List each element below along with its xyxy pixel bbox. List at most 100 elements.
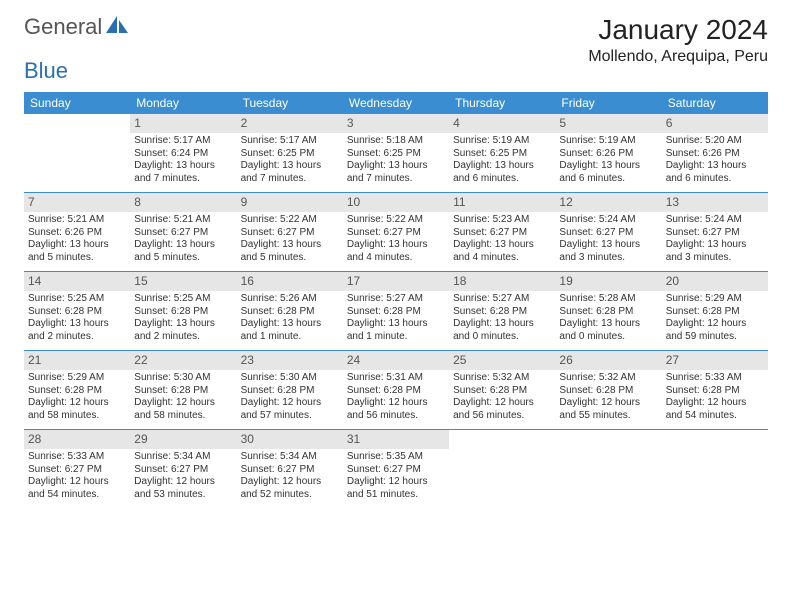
daylight-line: Daylight: 13 hours and 1 minute. [241, 318, 339, 343]
daylight-line: Daylight: 13 hours and 6 minutes. [453, 160, 551, 185]
day-number: 6 [662, 114, 768, 133]
day-number: 4 [449, 114, 555, 133]
day-number: 14 [24, 272, 130, 291]
day-number: 15 [130, 272, 236, 291]
week-row: .1Sunrise: 5:17 AMSunset: 6:24 PMDayligh… [24, 114, 768, 192]
day-cell: 23Sunrise: 5:30 AMSunset: 6:28 PMDayligh… [237, 351, 343, 429]
day-number: 18 [449, 272, 555, 291]
sunrise-line: Sunrise: 5:19 AM [453, 135, 551, 148]
daylight-line: Daylight: 13 hours and 2 minutes. [134, 318, 232, 343]
sunrise-line: Sunrise: 5:24 AM [666, 214, 764, 227]
daylight-line: Daylight: 13 hours and 3 minutes. [559, 239, 657, 264]
sunrise-line: Sunrise: 5:30 AM [134, 372, 232, 385]
daylight-line: Daylight: 13 hours and 0 minutes. [453, 318, 551, 343]
sunset-line: Sunset: 6:28 PM [453, 385, 551, 398]
day-cell: 19Sunrise: 5:28 AMSunset: 6:28 PMDayligh… [555, 272, 661, 350]
sunrise-line: Sunrise: 5:32 AM [453, 372, 551, 385]
day-number: 9 [237, 193, 343, 212]
dayname-cell: Monday [130, 92, 236, 114]
sunrise-line: Sunrise: 5:24 AM [559, 214, 657, 227]
daylight-line: Daylight: 13 hours and 5 minutes. [28, 239, 126, 264]
daylight-line: Daylight: 12 hours and 58 minutes. [134, 397, 232, 422]
sunrise-line: Sunrise: 5:29 AM [28, 372, 126, 385]
day-cell: 28Sunrise: 5:33 AMSunset: 6:27 PMDayligh… [24, 430, 130, 508]
day-number: 22 [130, 351, 236, 370]
dayname-cell: Wednesday [343, 92, 449, 114]
daylight-line: Daylight: 13 hours and 6 minutes. [666, 160, 764, 185]
sunset-line: Sunset: 6:26 PM [559, 148, 657, 161]
day-cell: 12Sunrise: 5:24 AMSunset: 6:27 PMDayligh… [555, 193, 661, 271]
daylight-line: Daylight: 12 hours and 57 minutes. [241, 397, 339, 422]
day-cell: 5Sunrise: 5:19 AMSunset: 6:26 PMDaylight… [555, 114, 661, 192]
day-number: 12 [555, 193, 661, 212]
day-number: 30 [237, 430, 343, 449]
sunrise-line: Sunrise: 5:33 AM [28, 451, 126, 464]
day-cell: 27Sunrise: 5:33 AMSunset: 6:28 PMDayligh… [662, 351, 768, 429]
sunset-line: Sunset: 6:25 PM [453, 148, 551, 161]
sunset-line: Sunset: 6:28 PM [347, 385, 445, 398]
daylight-line: Daylight: 12 hours and 54 minutes. [666, 397, 764, 422]
day-number: 19 [555, 272, 661, 291]
day-cell: 18Sunrise: 5:27 AMSunset: 6:28 PMDayligh… [449, 272, 555, 350]
daylight-line: Daylight: 12 hours and 59 minutes. [666, 318, 764, 343]
day-number: 26 [555, 351, 661, 370]
day-number: 25 [449, 351, 555, 370]
daylight-line: Daylight: 12 hours and 58 minutes. [28, 397, 126, 422]
sunset-line: Sunset: 6:28 PM [241, 385, 339, 398]
sunset-line: Sunset: 6:27 PM [134, 464, 232, 477]
week-row: 21Sunrise: 5:29 AMSunset: 6:28 PMDayligh… [24, 350, 768, 429]
daylight-line: Daylight: 12 hours and 51 minutes. [347, 476, 445, 501]
day-cell: 30Sunrise: 5:34 AMSunset: 6:27 PMDayligh… [237, 430, 343, 508]
daylight-line: Daylight: 13 hours and 7 minutes. [241, 160, 339, 185]
day-cell: 3Sunrise: 5:18 AMSunset: 6:25 PMDaylight… [343, 114, 449, 192]
sunrise-line: Sunrise: 5:33 AM [666, 372, 764, 385]
day-cell: 25Sunrise: 5:32 AMSunset: 6:28 PMDayligh… [449, 351, 555, 429]
weeks-container: .1Sunrise: 5:17 AMSunset: 6:24 PMDayligh… [24, 114, 768, 508]
week-row: 28Sunrise: 5:33 AMSunset: 6:27 PMDayligh… [24, 429, 768, 508]
daylight-line: Daylight: 13 hours and 5 minutes. [134, 239, 232, 264]
day-cell: 7Sunrise: 5:21 AMSunset: 6:26 PMDaylight… [24, 193, 130, 271]
day-cell: 4 Sunrise: 5:19 AMSunset: 6:25 PMDaylight… [449, 114, 555, 192]
day-number: 29 [130, 430, 236, 449]
daylight-line: Daylight: 13 hours and 7 minutes. [347, 160, 445, 185]
day-cell: 2Sunrise: 5:17 AMSunset: 6:25 PMDaylight… [237, 114, 343, 192]
sunset-line: Sunset: 6:28 PM [559, 306, 657, 319]
dayname-cell: Tuesday [237, 92, 343, 114]
sunset-line: Sunset: 6:28 PM [28, 306, 126, 319]
day-number: 7 [24, 193, 130, 212]
daylight-line: Daylight: 12 hours and 56 minutes. [347, 397, 445, 422]
day-cell: 6 Sunrise: 5:20 AMSunset: 6:26 PMDaylight… [662, 114, 768, 192]
sunset-line: Sunset: 6:27 PM [347, 464, 445, 477]
sunrise-line: Sunrise: 5:34 AM [134, 451, 232, 464]
sunset-line: Sunset: 6:26 PM [666, 148, 764, 161]
sunset-line: Sunset: 6:28 PM [666, 306, 764, 319]
day-cell: 20Sunrise: 5:29 AMSunset: 6:28 PMDayligh… [662, 272, 768, 350]
sunrise-line: Sunrise: 5:20 AM [666, 135, 764, 148]
daylight-line: Daylight: 13 hours and 6 minutes. [559, 160, 657, 185]
day-cell: . [662, 430, 768, 508]
day-number: 20 [662, 272, 768, 291]
logo-sail-icon [102, 14, 128, 40]
logo: General [24, 14, 128, 40]
day-cell: . [449, 430, 555, 508]
sunrise-line: Sunrise: 5:26 AM [241, 293, 339, 306]
dayname-cell: Saturday [662, 92, 768, 114]
sunrise-line: Sunrise: 5:17 AM [241, 135, 339, 148]
day-number: 24 [343, 351, 449, 370]
sunset-line: Sunset: 6:28 PM [241, 306, 339, 319]
daylight-line: Daylight: 12 hours and 55 minutes. [559, 397, 657, 422]
daylight-line: Daylight: 12 hours and 53 minutes. [134, 476, 232, 501]
sunrise-line: Sunrise: 5:34 AM [241, 451, 339, 464]
daylight-line: Daylight: 13 hours and 4 minutes. [453, 239, 551, 264]
day-cell: 26Sunrise: 5:32 AMSunset: 6:28 PMDayligh… [555, 351, 661, 429]
day-number: 13 [662, 193, 768, 212]
sunrise-line: Sunrise: 5:35 AM [347, 451, 445, 464]
week-row: 14Sunrise: 5:25 AMSunset: 6:28 PMDayligh… [24, 271, 768, 350]
daylight-line: Daylight: 13 hours and 3 minutes. [666, 239, 764, 264]
day-number: 2 [237, 114, 343, 133]
sunset-line: Sunset: 6:28 PM [453, 306, 551, 319]
calendar-page: General January 2024 Mollendo, Arequipa,… [0, 0, 792, 508]
logo-text-2: Blue [24, 58, 68, 83]
daylight-line: Daylight: 13 hours and 2 minutes. [28, 318, 126, 343]
sunset-line: Sunset: 6:28 PM [559, 385, 657, 398]
